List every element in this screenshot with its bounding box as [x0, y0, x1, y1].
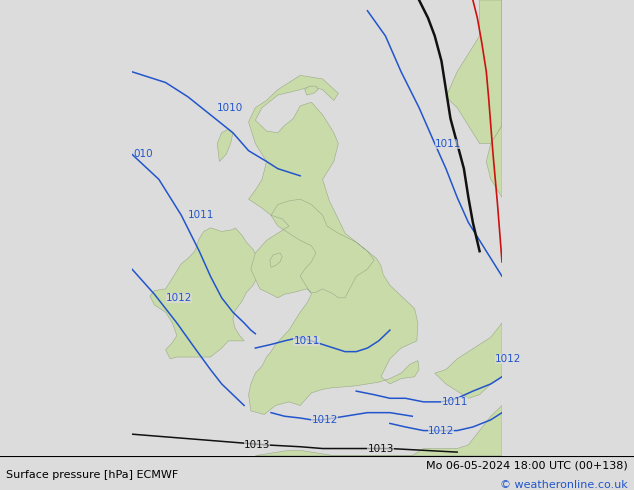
Text: 1011: 1011 [435, 139, 461, 148]
Text: 1012: 1012 [495, 354, 522, 364]
Text: 1013: 1013 [368, 443, 394, 454]
Polygon shape [150, 228, 262, 359]
Text: 1012: 1012 [311, 415, 338, 425]
Text: 1010: 1010 [217, 102, 243, 113]
Text: © weatheronline.co.uk: © weatheronline.co.uk [500, 480, 628, 490]
Text: 1012: 1012 [165, 293, 192, 303]
Polygon shape [249, 75, 419, 415]
Polygon shape [486, 0, 502, 197]
Polygon shape [435, 323, 502, 398]
Text: Mo 06-05-2024 18:00 UTC (00+138): Mo 06-05-2024 18:00 UTC (00+138) [426, 461, 628, 471]
Text: 1011: 1011 [441, 397, 468, 407]
Text: 1011: 1011 [188, 210, 214, 221]
Polygon shape [270, 253, 282, 268]
Polygon shape [217, 129, 233, 162]
Polygon shape [446, 0, 502, 144]
Text: 1011: 1011 [294, 336, 320, 346]
Text: 1013: 1013 [244, 440, 271, 450]
Text: 1012: 1012 [428, 426, 455, 436]
Text: Surface pressure [hPa] ECMWF: Surface pressure [hPa] ECMWF [6, 469, 179, 480]
Polygon shape [305, 86, 318, 95]
Polygon shape [256, 405, 502, 456]
Text: 010: 010 [133, 149, 153, 159]
